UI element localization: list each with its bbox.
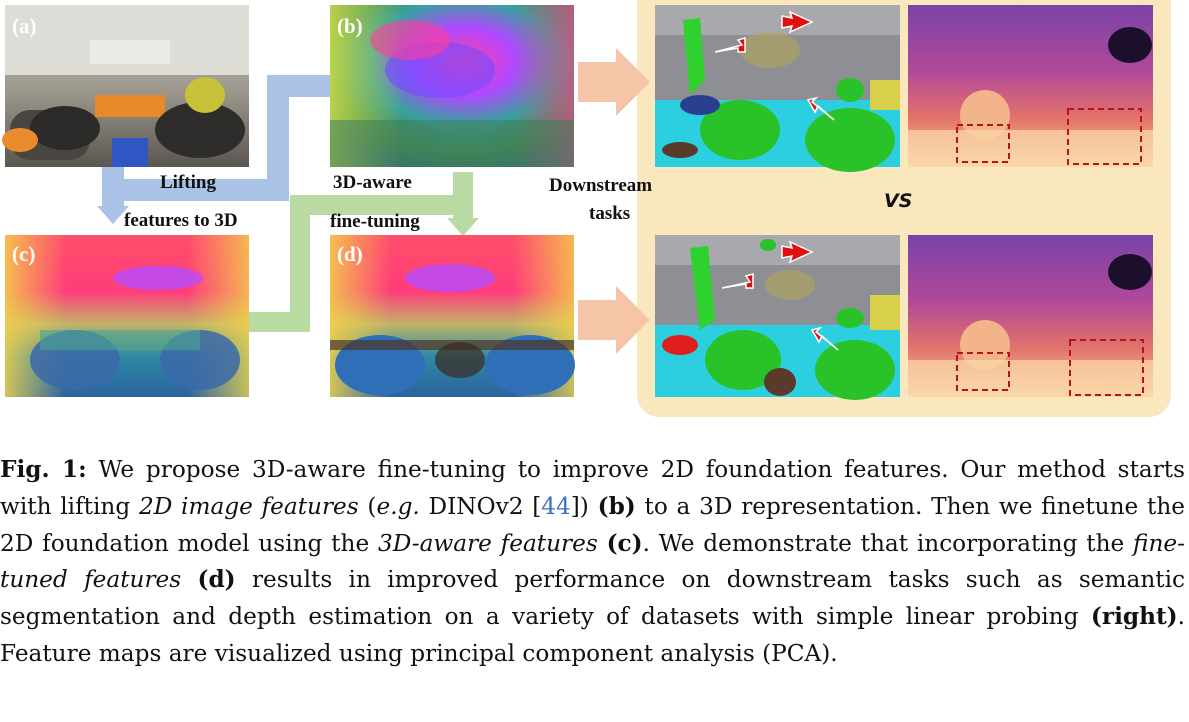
depth-finetuned — [908, 235, 1153, 397]
citation-link[interactable]: 44 — [541, 492, 571, 520]
segmentation-baseline — [655, 5, 900, 172]
versus-label: VS — [884, 190, 913, 212]
panel-label-c: (c) — [12, 242, 36, 266]
finetune-connector — [248, 195, 463, 332]
finetune-label: 3D-aware — [333, 172, 412, 193]
downstream-label: Downstream — [549, 175, 653, 196]
panel-c-features — [5, 235, 249, 397]
figure-caption: Fig. 1: We propose 3D-aware fine-tuning … — [0, 456, 1186, 667]
panel-d-features — [330, 235, 575, 397]
figure-graphics — [2, 0, 1171, 417]
lifting-arrowhead — [97, 206, 129, 224]
panel-label-a: (a) — [12, 14, 37, 38]
downstream-arrow-top — [616, 48, 650, 116]
lifting-label-2: features to 3D — [124, 210, 238, 231]
downstream-label-2: tasks — [589, 203, 631, 224]
panel-label-b: (b) — [337, 14, 363, 38]
panel-label-d: (d) — [337, 242, 363, 266]
caption-fig-number: Fig. 1: — [0, 456, 87, 483]
panel-a-photo — [2, 5, 249, 167]
finetune-arrowhead — [447, 218, 479, 236]
downstream-arrow-bottom — [616, 286, 650, 354]
segmentation-finetuned — [655, 235, 900, 400]
lifting-label: Lifting — [160, 172, 216, 193]
depth-baseline — [908, 5, 1153, 167]
finetune-label-2: fine-tuning — [330, 211, 420, 232]
panel-b-features — [330, 5, 574, 167]
